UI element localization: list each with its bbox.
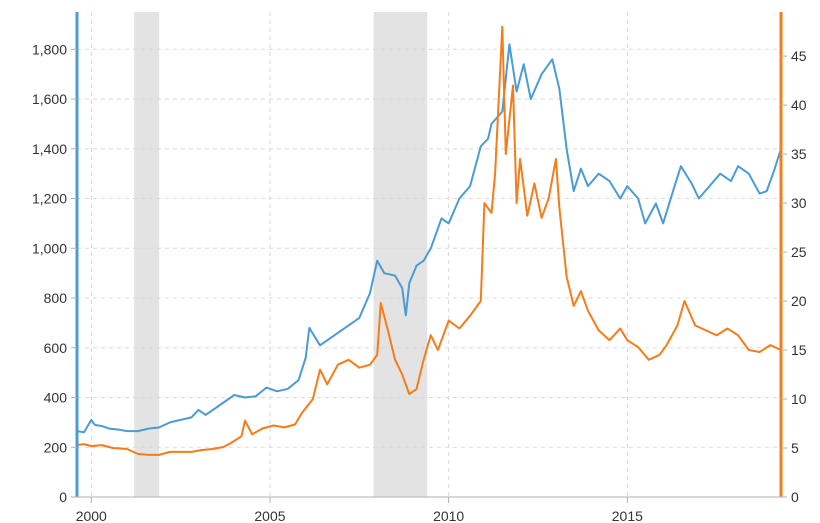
y-left-tick-label: 600 [44, 340, 68, 356]
y-left-tick-label: 1,000 [32, 240, 67, 256]
y-left-tick-label: 1,800 [32, 41, 67, 57]
y-left-tick-label: 0 [59, 489, 67, 505]
y-right-tick-label: 15 [791, 342, 807, 358]
y-right-tick-label: 5 [791, 440, 799, 456]
y-left-tick-label: 200 [44, 439, 68, 455]
recession-band [134, 12, 160, 497]
recession-band [373, 12, 428, 497]
series-group [76, 25, 782, 456]
y-right-tick-label: 45 [791, 48, 807, 64]
y-left-tick-label: 400 [44, 390, 68, 406]
x-tick-label: 2005 [254, 508, 285, 523]
tick-labels: 0 200 400 600 800 1,000 1,200 1,400 1,600 1,800 0 5… [32, 41, 807, 523]
y-right-tick-label: 25 [791, 244, 807, 260]
y-left-tick-label: 1,600 [32, 91, 67, 107]
y-right-tick-label: 35 [791, 146, 807, 162]
y-left-tick-label: 1,200 [32, 191, 67, 207]
y-left-tick-label: 800 [44, 290, 68, 306]
grid [77, 12, 781, 497]
series-line-left-axis [76, 43, 782, 434]
x-tick-label: 2000 [76, 508, 107, 523]
series-line-right-axis [76, 25, 782, 456]
y-left-tick-label: 1,400 [32, 141, 67, 157]
y-right-tick-label: 10 [791, 391, 807, 407]
y-right-tick-label: 20 [791, 293, 807, 309]
y-right-tick-label: 30 [791, 195, 807, 211]
x-tick-label: 2015 [612, 508, 643, 523]
recession-bands [134, 12, 428, 497]
y-right-tick-label: 40 [791, 97, 807, 113]
x-tick-label: 2010 [433, 508, 464, 523]
y-right-tick-label: 0 [791, 489, 799, 505]
axes [71, 12, 787, 503]
